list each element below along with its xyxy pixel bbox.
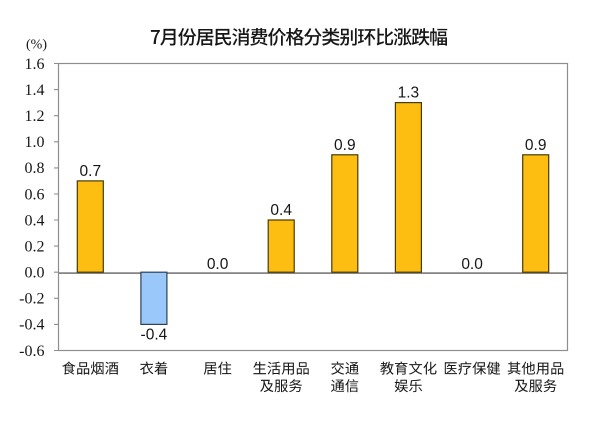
svg-text:1.6: 1.6 bbox=[25, 56, 45, 73]
svg-text:0.0: 0.0 bbox=[461, 256, 483, 273]
svg-text:-0.4: -0.4 bbox=[19, 317, 44, 334]
svg-text:1.3: 1.3 bbox=[398, 85, 420, 102]
svg-text:1.0: 1.0 bbox=[25, 134, 45, 151]
svg-text:0.0: 0.0 bbox=[207, 256, 229, 273]
svg-text:0.6: 0.6 bbox=[25, 186, 45, 203]
svg-text:0.4: 0.4 bbox=[270, 202, 292, 219]
svg-text:0.2: 0.2 bbox=[25, 238, 45, 255]
svg-text:0.7: 0.7 bbox=[80, 163, 102, 180]
svg-text:(%): (%) bbox=[26, 37, 47, 52]
svg-text:-0.4: -0.4 bbox=[141, 327, 168, 344]
svg-text:1.2: 1.2 bbox=[25, 108, 45, 125]
svg-text:1.4: 1.4 bbox=[25, 82, 45, 99]
svg-text:0.0: 0.0 bbox=[25, 265, 45, 282]
svg-text:0.4: 0.4 bbox=[25, 212, 45, 229]
svg-text:0.8: 0.8 bbox=[25, 160, 45, 177]
svg-text:0.9: 0.9 bbox=[334, 137, 356, 154]
svg-text:-0.2: -0.2 bbox=[19, 291, 44, 308]
svg-text:-0.6: -0.6 bbox=[19, 343, 44, 360]
svg-text:0.9: 0.9 bbox=[525, 137, 547, 154]
